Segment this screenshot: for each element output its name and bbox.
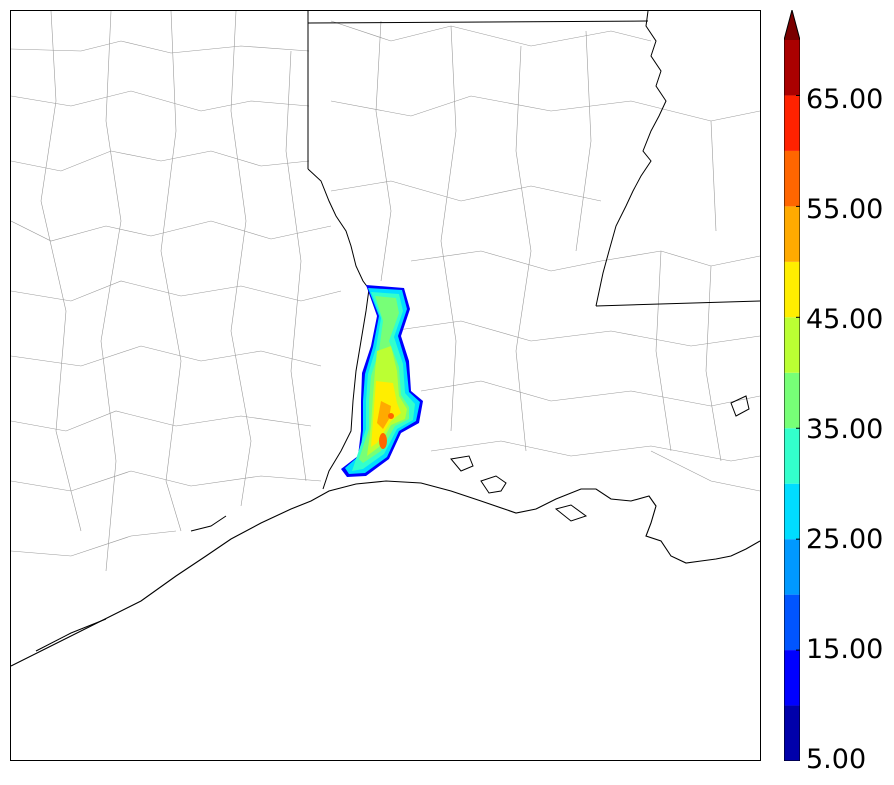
river-mississippi <box>595 11 667 307</box>
colorbar-label-15: 15.00 <box>806 634 884 665</box>
state-boundaries <box>307 11 760 307</box>
colorbar-bin-10 <box>784 150 800 207</box>
colorbar-bin-7 <box>784 317 800 373</box>
map-canvas <box>11 11 760 667</box>
precipitation-field <box>341 285 423 477</box>
colorbar-label-55: 55.00 <box>806 194 884 225</box>
colorbar-label-35: 35.00 <box>806 414 884 445</box>
colorbar-bin-2 <box>784 594 800 651</box>
county-boundaries <box>11 11 760 572</box>
colorbar-bin-9 <box>784 206 800 262</box>
colorbar-extend-arrow <box>784 10 800 40</box>
colorbar-bin-8 <box>784 261 800 318</box>
colorbar-bin-6 <box>784 372 800 429</box>
colorbar-bin-0 <box>784 705 800 761</box>
colorbar-bin-1 <box>784 650 800 706</box>
colorbar-label-25: 25.00 <box>806 524 884 555</box>
colorbar-bin-12 <box>784 40 800 96</box>
colorbar-label-45: 45.00 <box>806 304 884 335</box>
colorbar-bin-11 <box>784 95 800 151</box>
map-panel <box>10 10 761 761</box>
colorbar-label-5: 5.00 <box>806 744 867 775</box>
colorbar-bin-4 <box>784 483 800 540</box>
colorbar <box>784 10 800 761</box>
colorbar-label-65: 65.00 <box>806 84 884 115</box>
colorbar-bin-3 <box>784 539 800 595</box>
colorbar-outline <box>784 10 800 761</box>
colorbar-bin-5 <box>784 428 800 484</box>
coast-islands <box>35 395 750 652</box>
coastline <box>11 480 760 667</box>
